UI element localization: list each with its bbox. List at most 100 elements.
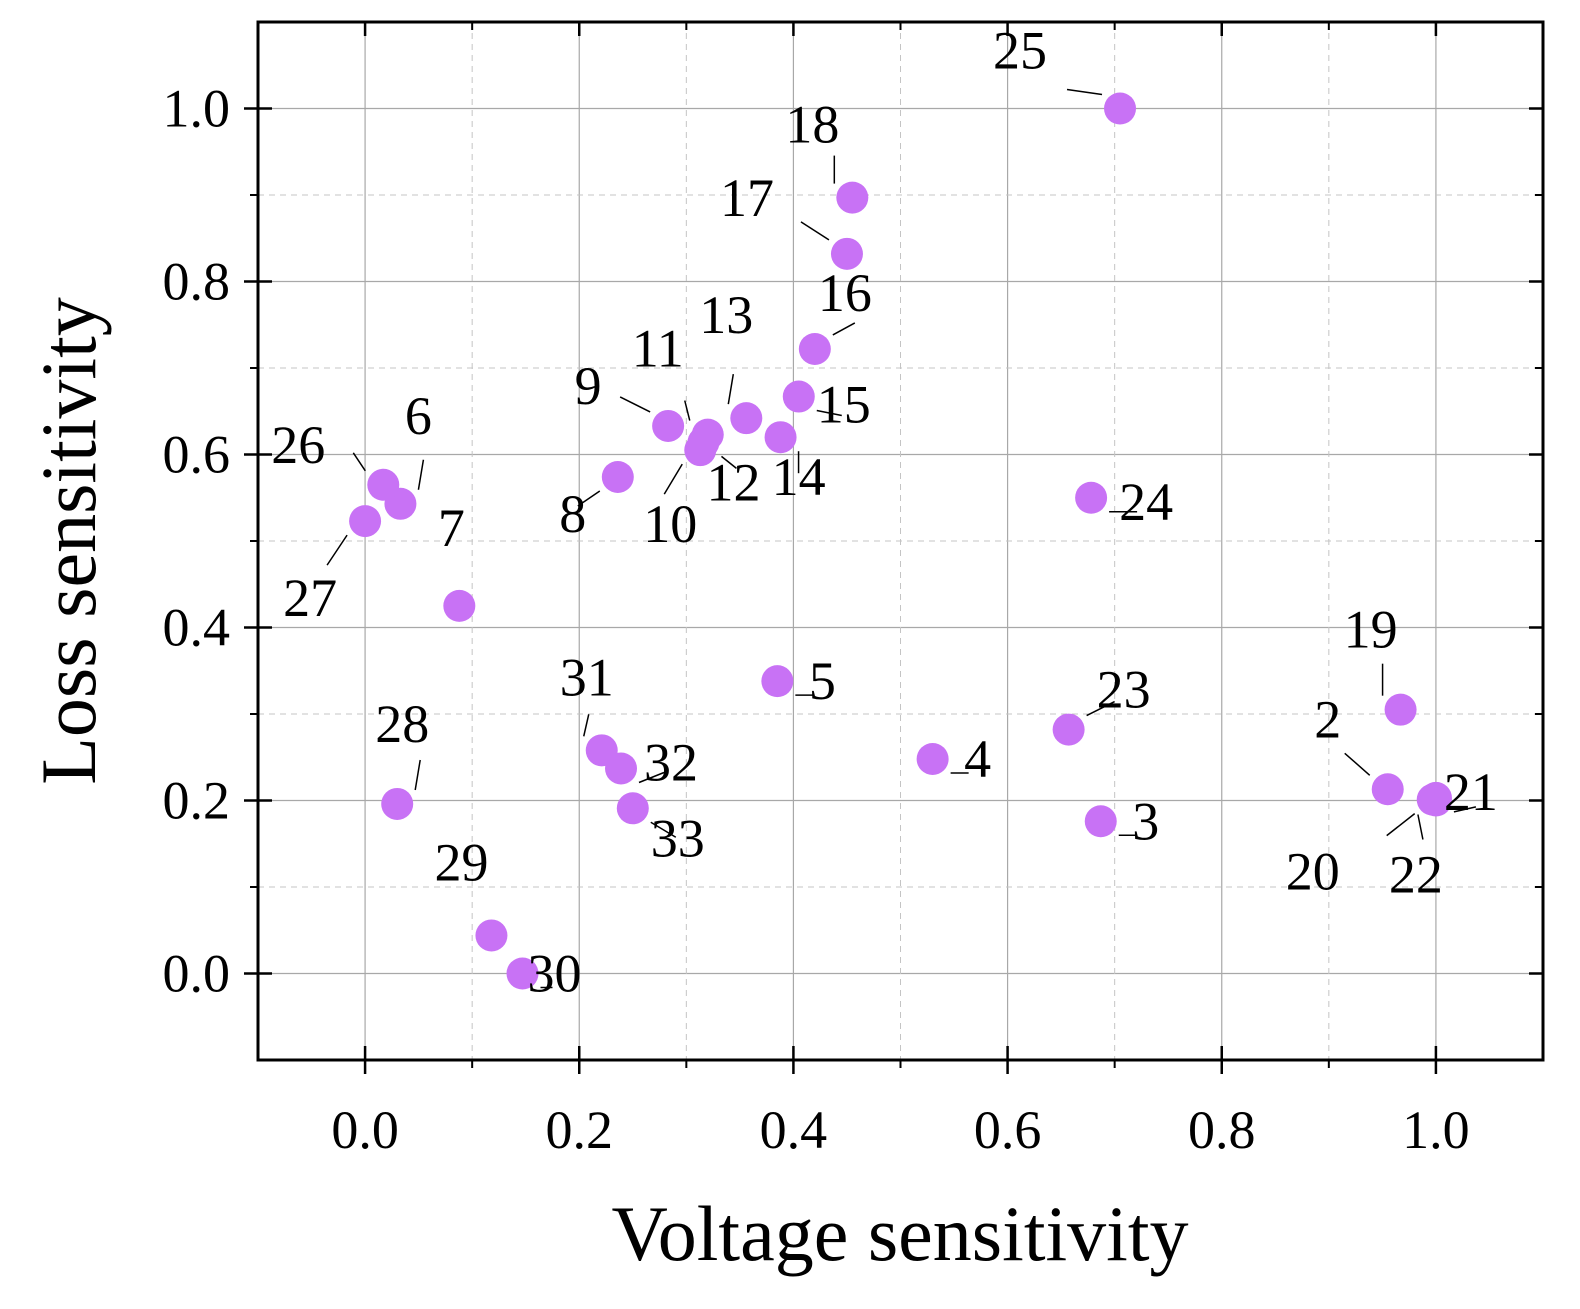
data-point-7 (443, 589, 476, 622)
data-point-32 (605, 752, 638, 785)
point-label-30: 30 (527, 944, 581, 1004)
y-tick-labels: 0.0 0.2 0.4 0.6 0.8 1.0 (163, 79, 231, 1004)
y-tick-label: 0.8 (163, 252, 231, 312)
point-label-11: 11 (632, 319, 684, 379)
point-label-4: 4 (964, 729, 991, 789)
leader-line-10 (663, 463, 683, 495)
data-point-29 (475, 919, 508, 952)
data-point-2 (1371, 773, 1404, 806)
leader-line-17 (800, 221, 830, 241)
data-point-13 (730, 402, 763, 435)
point-label-5: 5 (809, 651, 836, 711)
leader-line-32 (638, 771, 665, 784)
point-label-17: 17 (720, 168, 774, 228)
point-label-31: 31 (560, 647, 614, 707)
data-point-3 (1084, 805, 1117, 838)
y-axis-title: Loss sensitivity (25, 297, 112, 785)
data-point-28 (381, 787, 414, 820)
point-label-32: 32 (644, 732, 698, 792)
data-point-17 (830, 237, 863, 270)
x-tick-label: 0.2 (546, 1100, 614, 1160)
data-point-24 (1075, 481, 1108, 514)
point-label-12: 12 (706, 452, 760, 512)
data-point-22 (1419, 784, 1452, 817)
leader-line-28 (414, 759, 421, 791)
leader-line-12 (720, 455, 737, 469)
leader-line-9 (619, 396, 651, 413)
x-tick-label: 1.0 (1402, 1100, 1470, 1160)
data-point-33 (616, 792, 649, 825)
point-label-6: 6 (405, 386, 432, 446)
y-tick-label: 0.2 (163, 771, 231, 831)
leader-line-6 (417, 459, 425, 490)
data-point-25 (1104, 92, 1137, 125)
leader-line-22 (1417, 814, 1424, 840)
y-tick-label: 1.0 (163, 79, 231, 139)
point-label-2: 2 (1314, 689, 1341, 749)
data-point-27 (349, 505, 382, 538)
data-point-4 (916, 742, 949, 775)
point-label-25: 25 (993, 21, 1047, 81)
point-label-20: 20 (1286, 842, 1340, 902)
axis-ticks (244, 22, 1543, 1074)
point-label-27: 27 (283, 568, 337, 628)
y-tick-label: 0.6 (163, 425, 231, 485)
leader-line-27 (326, 534, 348, 566)
point-label-9: 9 (575, 356, 602, 416)
leader-line-16 (832, 322, 856, 336)
point-label-14: 14 (772, 447, 826, 507)
leader-line-11 (684, 400, 691, 421)
data-point-30 (506, 957, 539, 990)
point-label-22: 22 (1389, 845, 1443, 905)
point-label-28: 28 (375, 694, 429, 754)
data-point-8 (601, 460, 634, 493)
data-point-18 (836, 181, 869, 214)
leader-line-33 (650, 821, 677, 838)
grid (258, 22, 1543, 1060)
data-point-14 (764, 421, 797, 454)
y-tick-label: 0.4 (163, 598, 231, 658)
point-label-15: 15 (817, 375, 871, 435)
point-label-16: 16 (818, 263, 872, 323)
point-label-13: 13 (699, 285, 753, 345)
point-label-8: 8 (559, 484, 586, 544)
point-label-10: 10 (643, 494, 697, 554)
x-tick-labels: 0.0 0.2 0.4 0.6 0.8 1.0 (331, 1100, 1469, 1160)
x-tick-label: 0.8 (1188, 1100, 1256, 1160)
x-tick-label: 0.6 (974, 1100, 1042, 1160)
point-label-21: 21 (1444, 762, 1498, 822)
point-label-7: 7 (438, 498, 465, 558)
leader-line-31 (583, 714, 590, 737)
point-label-26: 26 (271, 415, 325, 475)
leader-line-13 (727, 374, 735, 405)
label-leader-lines (326, 88, 1477, 989)
data-point-5 (761, 665, 794, 698)
point-label-3: 3 (1132, 791, 1159, 851)
point-label-23: 23 (1097, 660, 1151, 720)
leader-line-15 (816, 409, 842, 417)
data-point-19 (1384, 693, 1417, 726)
leader-line-26 (352, 452, 366, 472)
x-tick-label: 0.0 (331, 1100, 399, 1160)
y-tick-label: 0.0 (163, 944, 231, 1004)
leader-line-20 (1386, 813, 1416, 837)
data-point-23 (1052, 713, 1085, 746)
point-label-24: 24 (1119, 472, 1173, 532)
leader-line-23 (1086, 700, 1115, 717)
data-point-12 (687, 426, 720, 459)
point-label-33: 33 (651, 808, 705, 868)
x-tick-label: 0.4 (760, 1100, 828, 1160)
data-point-16 (798, 332, 831, 365)
data-point-9 (652, 409, 685, 442)
leader-line-8 (577, 490, 601, 507)
leader-line-25 (1066, 88, 1103, 96)
leader-line-21 (1453, 806, 1477, 813)
point-label-19: 19 (1344, 600, 1398, 660)
data-point-26 (367, 468, 400, 501)
point-label-29: 29 (434, 832, 488, 892)
data-points (349, 92, 1452, 990)
point-label-18: 18 (785, 95, 839, 155)
data-point-15 (782, 380, 815, 413)
